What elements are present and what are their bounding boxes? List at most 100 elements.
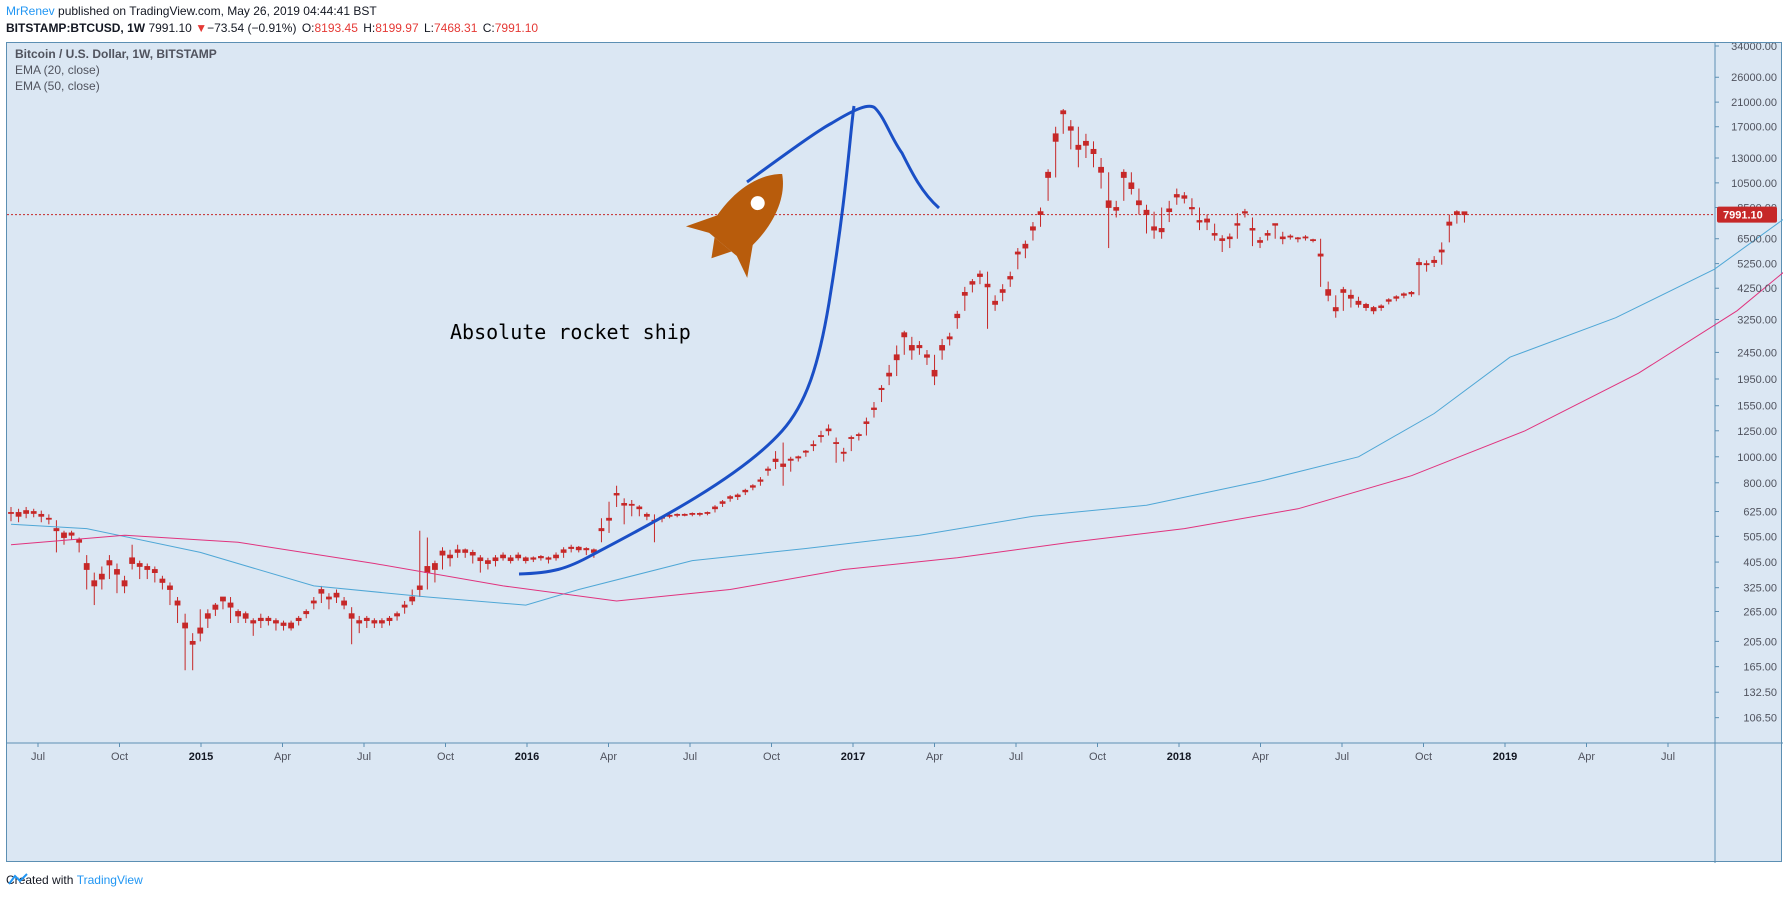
candle [121,575,128,594]
candle [348,607,355,645]
rocket-trajectory-curve[interactable] [518,105,856,576]
candle [1453,210,1460,224]
candle [598,518,605,543]
candle-body [810,444,817,447]
candle [333,589,340,604]
candle-body [780,463,787,467]
candle-body [863,421,870,424]
candle [878,385,885,403]
candle [23,506,30,519]
candle [500,552,506,561]
candle [1295,236,1301,243]
candle [310,597,317,610]
candle-body [318,589,325,594]
time-tick-label: Apr [1578,751,1595,763]
candle [1113,200,1120,218]
candle-body [1408,292,1415,295]
candle-body [348,613,355,619]
candle [681,513,688,517]
price-tick-label: 1950.00 [1737,374,1777,386]
candle [1181,192,1188,204]
candle-body [1113,207,1120,211]
candle [999,284,1006,302]
candle [1287,234,1294,240]
candle-body [818,435,824,437]
candle [553,552,559,561]
candle [1446,214,1453,243]
candle-body [553,554,559,559]
tradingview-brand-link[interactable]: TradingView [76,873,143,887]
candle [1090,141,1097,168]
candle [1310,238,1316,243]
candle [954,310,961,329]
candle-body [167,585,173,590]
candle [1098,157,1104,189]
candle-body [462,549,469,553]
chart-area[interactable]: Absolute rocket ship Bitcoin / U.S. Doll… [6,42,1783,863]
candle-body [30,511,37,514]
annotations[interactable]: Absolute rocket ship [450,104,940,576]
candle [76,537,83,553]
candle [1120,169,1127,201]
candle-body [1143,209,1150,215]
candle [1143,204,1150,234]
candle [265,615,272,626]
candle-body [507,557,514,562]
candle [106,555,113,580]
candle-body [1370,307,1377,312]
candle-body [833,442,840,444]
candle-body [432,563,438,570]
candle [992,295,998,311]
time-tick-label: 2018 [1167,751,1191,763]
candle [674,513,681,518]
candle-body [356,620,363,624]
candle [371,618,378,628]
price-tick-label: 132.50 [1743,687,1777,699]
candle [984,271,991,329]
candle [447,549,453,567]
candle-body [500,554,506,559]
candle-body [1136,200,1142,206]
price-axis[interactable]: 34000.00 26000.00 21000.00 17000.00 13000.00… [1715,43,1777,725]
candle-body [295,617,302,622]
candle-body [273,620,279,624]
time-axis[interactable]: Jul Oct 2015 Apr Jul Oct 2016 Apr Jul Oct 2017 Apr J… [31,743,1675,763]
candle-body [1363,303,1369,308]
candle [1067,120,1074,150]
candle [250,618,257,636]
author-name[interactable]: MrRenev [6,4,55,18]
candle [931,354,938,386]
candle-body [893,354,900,361]
candle [83,555,90,590]
candle [1400,292,1407,299]
candle [787,456,794,472]
candle-body [1249,228,1256,231]
candle-body [1431,259,1438,263]
chart-canvas[interactable]: Absolute rocket ship Bitcoin / U.S. Doll… [7,43,1783,863]
candle [235,609,242,624]
candle [1128,172,1135,195]
candle-body [242,613,249,619]
time-tick-label: Oct [111,751,128,763]
candle-body [749,485,756,488]
legend-ema50: EMA (50, close) [15,79,100,93]
candle-body [439,550,446,556]
candle-body [23,510,30,514]
candle [712,505,718,513]
candle-body [114,569,120,575]
candle [606,501,612,533]
candle [8,506,14,522]
candle-body [1060,110,1067,115]
candle-body [1120,171,1127,178]
candle-body [1173,194,1180,198]
candle-body [1287,235,1294,238]
candle [742,488,749,496]
time-tick-label: Oct [437,751,454,763]
candle [1264,230,1271,241]
candle [863,417,870,436]
rocket-arc-stroke[interactable] [746,104,940,210]
candle [303,609,310,619]
close-value: 7991.10 [494,21,539,35]
candle [318,585,325,604]
candle-body [212,604,219,610]
